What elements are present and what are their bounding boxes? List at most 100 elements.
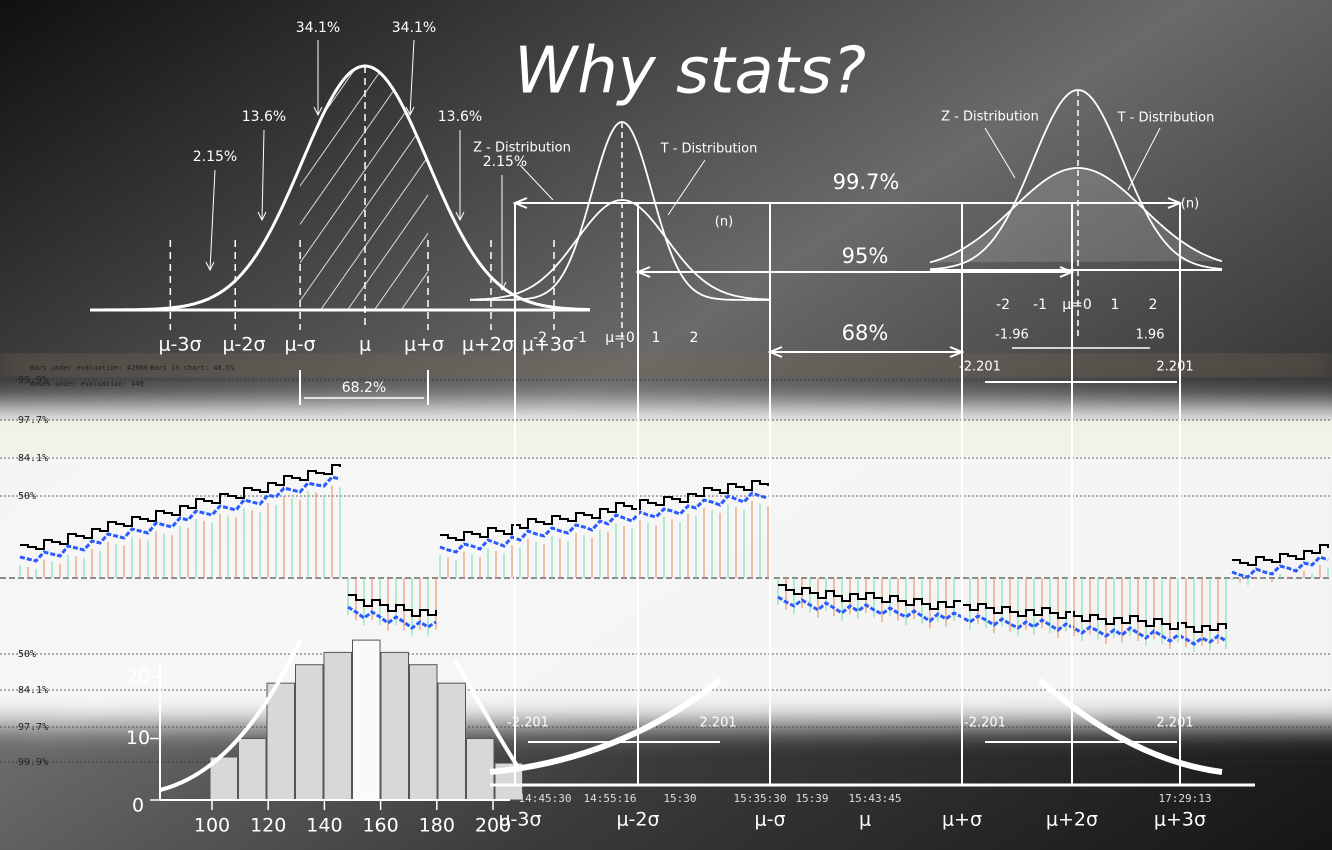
- warm-band: [0, 355, 1332, 375]
- hatched-area: [300, 66, 428, 310]
- sigma-label: μ+2σ: [462, 334, 514, 356]
- time-label: 15:39: [795, 792, 828, 805]
- price-line: [1232, 544, 1329, 566]
- x-tick-label: 180: [419, 815, 455, 837]
- labels: 99.9% 97.7% 84.1% 50% 50% 84.1% 97.7% 99.9% Bars…: [18, 20, 1214, 837]
- percent-label: 34.1%: [296, 20, 340, 36]
- trend-line: [777, 595, 1227, 646]
- histogram-bar: [323, 651, 352, 801]
- z-tick-label: μ=0: [605, 330, 635, 346]
- y-tick-label: 10: [126, 727, 150, 749]
- sigma-label: μ+σ: [404, 334, 444, 356]
- cream-band: [0, 420, 1332, 456]
- price-line: [20, 464, 341, 550]
- time-label: 14:45:30: [519, 792, 572, 805]
- x-tick-label: 200: [475, 815, 511, 837]
- axis-label: μ+σ: [942, 809, 982, 831]
- level-label: 97.7%: [18, 415, 48, 426]
- curves: [90, 39, 1255, 787]
- axis-label: μ-σ: [755, 809, 786, 831]
- z-tick-label: -2: [533, 330, 547, 346]
- axis-label: μ-2σ: [616, 809, 659, 831]
- sigma-label: μ-3σ: [158, 334, 201, 356]
- critical-label: 2.201: [1156, 716, 1193, 731]
- z-tick-label: 2: [1149, 297, 1158, 313]
- price-line: [778, 584, 1227, 633]
- arrow-head: [257, 211, 267, 222]
- arrow-head: [497, 281, 507, 292]
- z-curve: [929, 89, 1223, 271]
- time-label: 14:55:16: [584, 792, 637, 805]
- histogram-bar: [466, 738, 495, 801]
- trend-line: [1231, 555, 1329, 579]
- level-label: 99.9%: [18, 757, 48, 768]
- info-text: Waves under evaluation: 449: [30, 380, 144, 388]
- time-label: 17:29:13: [1159, 792, 1212, 805]
- histogram-bar: [352, 639, 381, 801]
- line: [1127, 127, 1161, 191]
- arrow-head: [405, 106, 415, 117]
- level-label: 97.7%: [18, 722, 48, 733]
- info-text: Bars under evaluation: 42000: [30, 364, 148, 372]
- critical-label: -1.96: [995, 328, 1029, 343]
- t-label: T - Distribution: [660, 142, 758, 157]
- axis-label: μ+2σ: [1046, 809, 1098, 831]
- trend-line: [19, 475, 341, 563]
- percent-label: 2.15%: [193, 149, 237, 165]
- percent-label: 13.6%: [438, 109, 482, 125]
- histogram-bar: [437, 682, 466, 801]
- trading-chart: [0, 379, 1332, 763]
- sigma-label: μ+3σ: [522, 334, 574, 356]
- time-label: 15:30: [663, 792, 696, 805]
- z-label: Z - Distribution: [941, 110, 1039, 125]
- x-tick-label: 140: [306, 815, 342, 837]
- level-label: 50%: [18, 649, 36, 660]
- critical-label: 2.201: [699, 716, 736, 731]
- n-label: (n): [715, 215, 733, 230]
- percent-label: 2.15%: [483, 154, 527, 170]
- x-tick-label: 160: [362, 815, 398, 837]
- n-label: (n): [1181, 197, 1199, 212]
- critical-label: -2.201: [959, 360, 1001, 375]
- critical-label: -2.201: [964, 716, 1006, 731]
- level-label: 84.1%: [18, 685, 48, 696]
- info-text: Bars in chart: 48.5%: [150, 364, 235, 372]
- z-curve: [470, 121, 770, 301]
- x-tick-label: 100: [194, 815, 230, 837]
- level-label: 84.1%: [18, 453, 48, 464]
- arrow-head: [313, 106, 323, 117]
- histogram-curve: [159, 639, 302, 792]
- z-tick-label: 1: [1111, 297, 1120, 313]
- axis-label: μ+3σ: [1154, 809, 1206, 831]
- percent-label: 13.6%: [242, 109, 286, 125]
- histogram-bar: [380, 651, 409, 801]
- range-label: 68.2%: [342, 380, 386, 396]
- line: [261, 129, 265, 221]
- y-tick-label: 0: [132, 795, 144, 817]
- price-line: [440, 480, 769, 541]
- interval-label: 68%: [842, 321, 889, 345]
- z-label: Z - Distribution: [473, 141, 571, 156]
- histogram-bar: [295, 664, 324, 801]
- line: [209, 169, 216, 271]
- price-line: [348, 594, 437, 617]
- axis-label: μ: [859, 809, 871, 831]
- x-tick-label: 120: [250, 815, 286, 837]
- trend-line: [347, 605, 437, 630]
- z-tick-label: -2: [996, 297, 1010, 313]
- z-tick-label: 1: [652, 330, 661, 346]
- t-label: T - Distribution: [1117, 111, 1215, 126]
- sigma-label: μ-σ: [285, 334, 316, 356]
- critical-label: 2.201: [1156, 360, 1193, 375]
- level-label: 99.9%: [18, 375, 48, 386]
- z-tick-label: -1: [573, 330, 587, 346]
- title: Why stats?: [514, 35, 866, 109]
- z-tick-label: -1: [1033, 297, 1047, 313]
- sigma-label: μ: [359, 334, 371, 356]
- arrow-head: [205, 261, 215, 272]
- histogram-bar: [266, 682, 295, 801]
- z-tick-label: 2: [690, 330, 699, 346]
- normal-curve: [90, 64, 591, 312]
- histogram-bar: [409, 664, 438, 801]
